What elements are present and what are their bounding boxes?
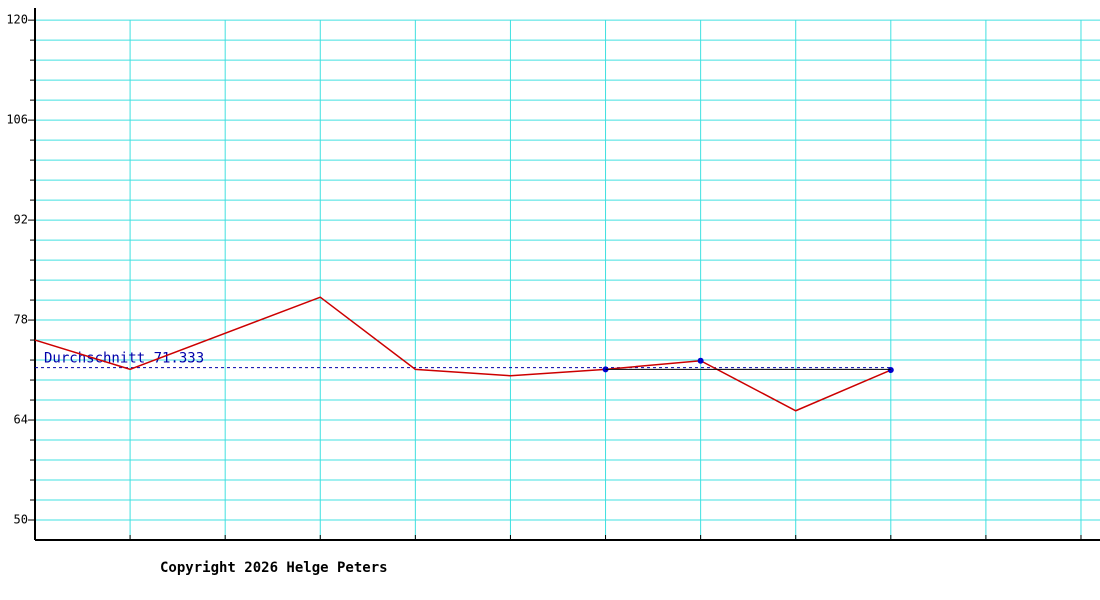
line [34,296,892,412]
y-tick-label: 120 [6,13,28,27]
copyright: Copyright 2026 Helge Peters [160,560,388,576]
y-tick-label: 92 [14,213,28,227]
y-tick-label: 78 [14,313,28,327]
y-tick-label: 64 [14,413,28,427]
average-label: Durchschnitt 71.333 [44,351,204,367]
marker [697,357,704,364]
y-tick-label: 106 [6,113,28,127]
marker [887,367,894,374]
y-tick-label: 50 [14,513,28,527]
